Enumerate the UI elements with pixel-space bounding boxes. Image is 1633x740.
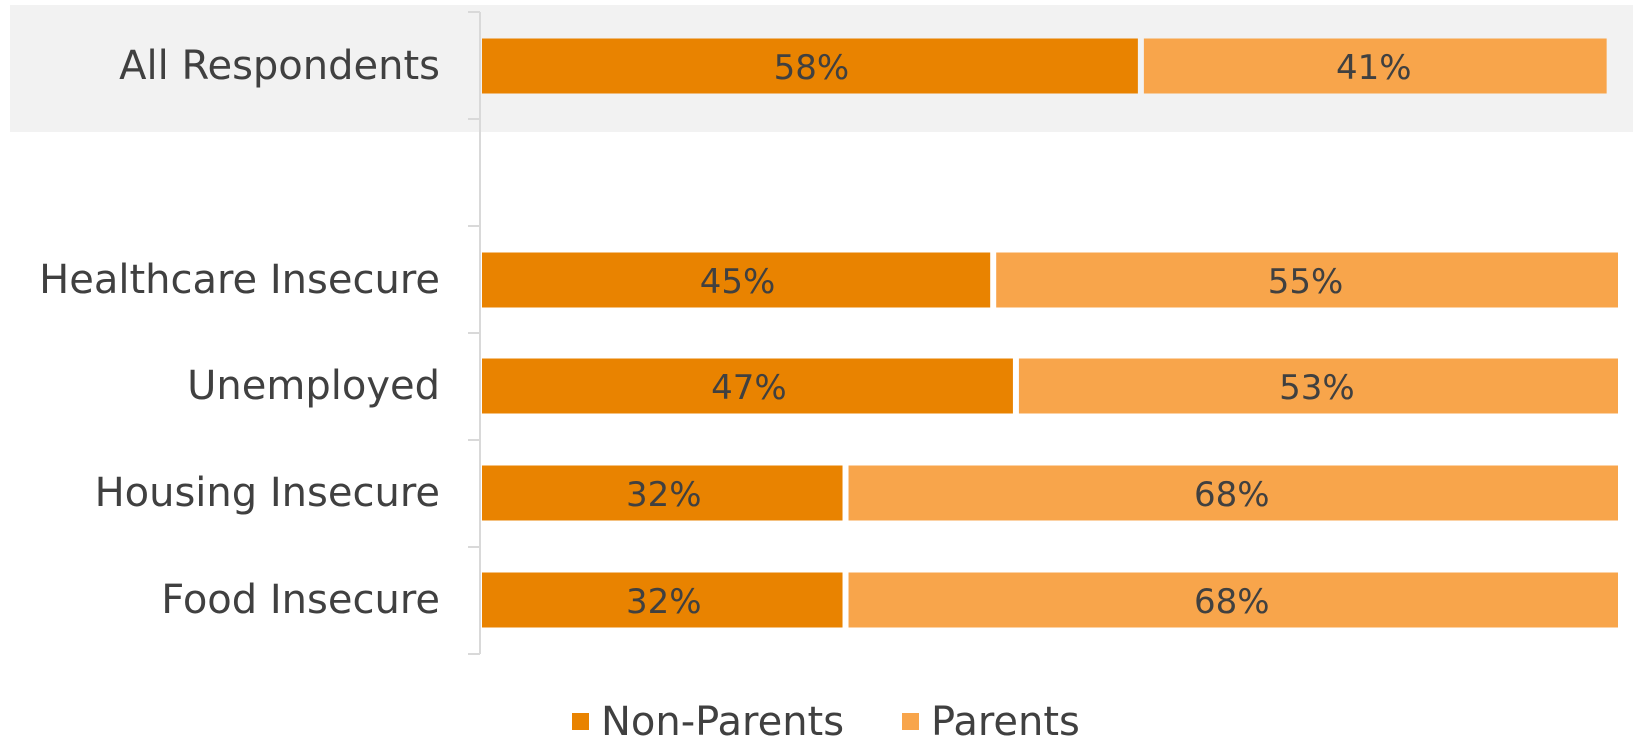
data-label-non-parents-all-respondents: 58% xyxy=(774,48,850,88)
category-label-healthcare-insecure: Healthcare Insecure xyxy=(39,257,440,303)
data-labels: 58% 41% 45% 55% 47% 53% 32% 68% 32% 68% xyxy=(626,48,1412,622)
data-label-non-parents-healthcare-insecure: 45% xyxy=(700,262,776,302)
legend-label-non-parents: Non-Parents xyxy=(601,699,844,740)
bar-parents-housing-insecure xyxy=(848,465,1618,521)
data-label-parents-all-respondents: 41% xyxy=(1336,48,1412,88)
category-label-unemployed: Unemployed xyxy=(187,363,440,409)
bar-non-parents-all-respondents xyxy=(482,38,1138,94)
legend-swatch-non-parents xyxy=(572,713,589,730)
bar-non-parents-unemployed xyxy=(482,358,1013,414)
bar-non-parents-healthcare-insecure xyxy=(482,252,991,308)
data-label-parents-healthcare-insecure: 55% xyxy=(1268,262,1344,302)
legend-label-parents: Parents xyxy=(931,699,1080,740)
legend-swatch-parents xyxy=(902,713,919,730)
data-label-parents-food-insecure: 68% xyxy=(1194,582,1270,622)
bar-non-parents-food-insecure xyxy=(482,572,843,628)
bar-parents-all-respondents xyxy=(1143,38,1607,94)
data-label-parents-unemployed: 53% xyxy=(1279,368,1355,408)
data-label-non-parents-food-insecure: 32% xyxy=(626,582,702,622)
category-labels: All Respondents Healthcare Insecure Unempl… xyxy=(39,43,440,623)
bar-parents-food-insecure xyxy=(848,572,1618,628)
bar-non-parents-housing-insecure xyxy=(482,465,843,521)
bar-group xyxy=(482,38,1618,628)
data-label-non-parents-unemployed: 47% xyxy=(711,368,787,408)
bar-parents-healthcare-insecure xyxy=(996,252,1618,308)
category-label-housing-insecure: Housing Insecure xyxy=(95,470,440,516)
bar-parents-unemployed xyxy=(1018,358,1618,414)
category-label-all-respondents: All Respondents xyxy=(119,43,440,89)
data-label-parents-housing-insecure: 68% xyxy=(1194,475,1270,515)
category-label-food-insecure: Food Insecure xyxy=(161,577,440,623)
data-label-non-parents-housing-insecure: 32% xyxy=(626,475,702,515)
category-axis-ticks xyxy=(468,11,480,655)
legend: Non-Parents Parents xyxy=(572,699,1080,740)
